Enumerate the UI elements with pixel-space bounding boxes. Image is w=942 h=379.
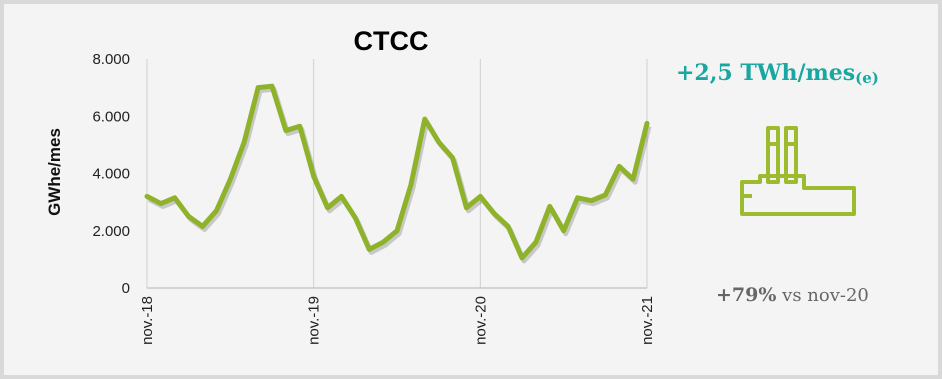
y-tick-labels: 0 2.000 4.000 6.000 8.000 bbox=[92, 51, 130, 297]
kpi-change: +79% vs nov-20 bbox=[716, 284, 936, 306]
y-tick-label: 8.000 bbox=[92, 51, 130, 68]
y-tick-label: 2.000 bbox=[92, 223, 130, 240]
power-plant-icon bbox=[740, 126, 856, 216]
x-tick-label: nov.-20 bbox=[472, 296, 489, 345]
x-tick-label: nov.-19 bbox=[306, 296, 323, 345]
series-group bbox=[144, 83, 652, 264]
panel-background bbox=[4, 4, 938, 375]
kpi-value-suffix: (e) bbox=[855, 69, 879, 87]
chart-title: CTCC bbox=[354, 26, 429, 56]
y-axis-label: GWhe/mes bbox=[45, 128, 64, 216]
series-line bbox=[144, 83, 650, 261]
y-tick-label: 6.000 bbox=[92, 108, 130, 125]
kpi-change-text: vs nov-20 bbox=[776, 285, 869, 306]
x-tick-label: nov.-18 bbox=[139, 296, 156, 345]
kpi-value: +2,5 TWh/mes(e) bbox=[676, 60, 942, 87]
x-tick-label: nov.-21 bbox=[639, 296, 656, 345]
series-line-shadow bbox=[147, 86, 652, 264]
kpi-value-text: +2,5 TWh/mes bbox=[676, 60, 856, 86]
y-tick-label: 4.000 bbox=[92, 166, 130, 183]
grid-lines bbox=[146, 59, 648, 288]
kpi-change-pct: +79% bbox=[716, 284, 777, 306]
x-tick-labels: nov.-18 nov.-19 nov.-20 nov.-21 bbox=[139, 296, 656, 345]
y-tick-label: 0 bbox=[122, 280, 130, 297]
